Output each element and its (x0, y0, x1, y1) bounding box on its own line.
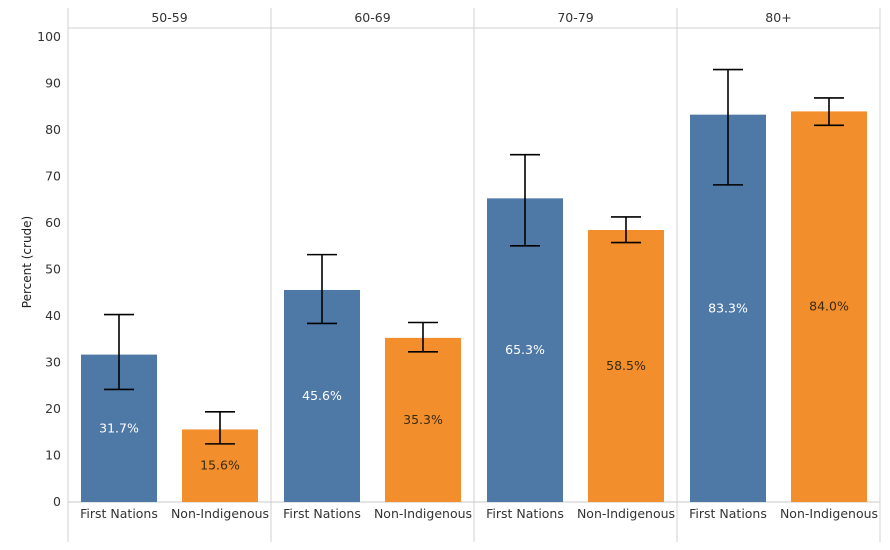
x-tick-label: Non-Indigenous (780, 506, 878, 521)
y-tick-label: 10 (45, 448, 61, 463)
panel-header: 80+ (765, 10, 791, 25)
y-tick-label: 100 (37, 29, 61, 44)
y-tick-label: 50 (45, 262, 61, 277)
y-tick-label: 30 (45, 355, 61, 370)
y-tick-label: 40 (45, 308, 61, 323)
bar (487, 198, 563, 503)
error-bars (104, 68, 844, 445)
panel-header: 60-69 (354, 10, 390, 25)
x-tick-label: First Nations (283, 506, 361, 521)
bar (791, 111, 867, 503)
x-tick-label: First Nations (80, 506, 158, 521)
x-axis: First Nations Non-Indigenous First Nations… (80, 506, 878, 521)
bar (284, 289, 360, 502)
data-label: 65.3% (505, 342, 545, 357)
data-label: 45.6% (302, 388, 342, 403)
x-tick-label: Non-Indigenous (577, 506, 675, 521)
panel-header: 70-79 (557, 10, 593, 25)
bar (588, 229, 664, 502)
y-tick-label: 20 (45, 401, 61, 416)
x-tick-label: Non-Indigenous (374, 506, 472, 521)
x-tick-label: First Nations (689, 506, 767, 521)
bar-labels: 31.7% 15.6% 45.6% 35.3% 65.3% 58.5% 83.3% 84.0% (99, 299, 849, 473)
y-tick-label: 60 (45, 215, 61, 230)
bar (385, 337, 461, 502)
x-tick-label: First Nations (486, 506, 564, 521)
panel-header: 50-59 (151, 10, 187, 25)
panel-headers: 50-59 60-69 70-79 80+ (151, 10, 791, 25)
data-label: 15.6% (200, 458, 240, 473)
y-tick-label: 70 (45, 169, 61, 184)
data-label: 35.3% (403, 412, 443, 427)
data-label: 58.5% (606, 358, 646, 373)
y-tick-label: 90 (45, 76, 61, 91)
y-tick-label: 0 (53, 494, 61, 509)
y-axis-title: Percent (crude) (20, 216, 34, 308)
data-label: 31.7% (99, 420, 139, 435)
y-axis: 0 10 20 30 40 50 60 70 80 90 100 (37, 29, 61, 509)
y-tick-label: 80 (45, 122, 61, 137)
x-tick-label: Non-Indigenous (171, 506, 269, 521)
data-label: 84.0% (809, 299, 849, 314)
data-label: 83.3% (708, 300, 748, 315)
